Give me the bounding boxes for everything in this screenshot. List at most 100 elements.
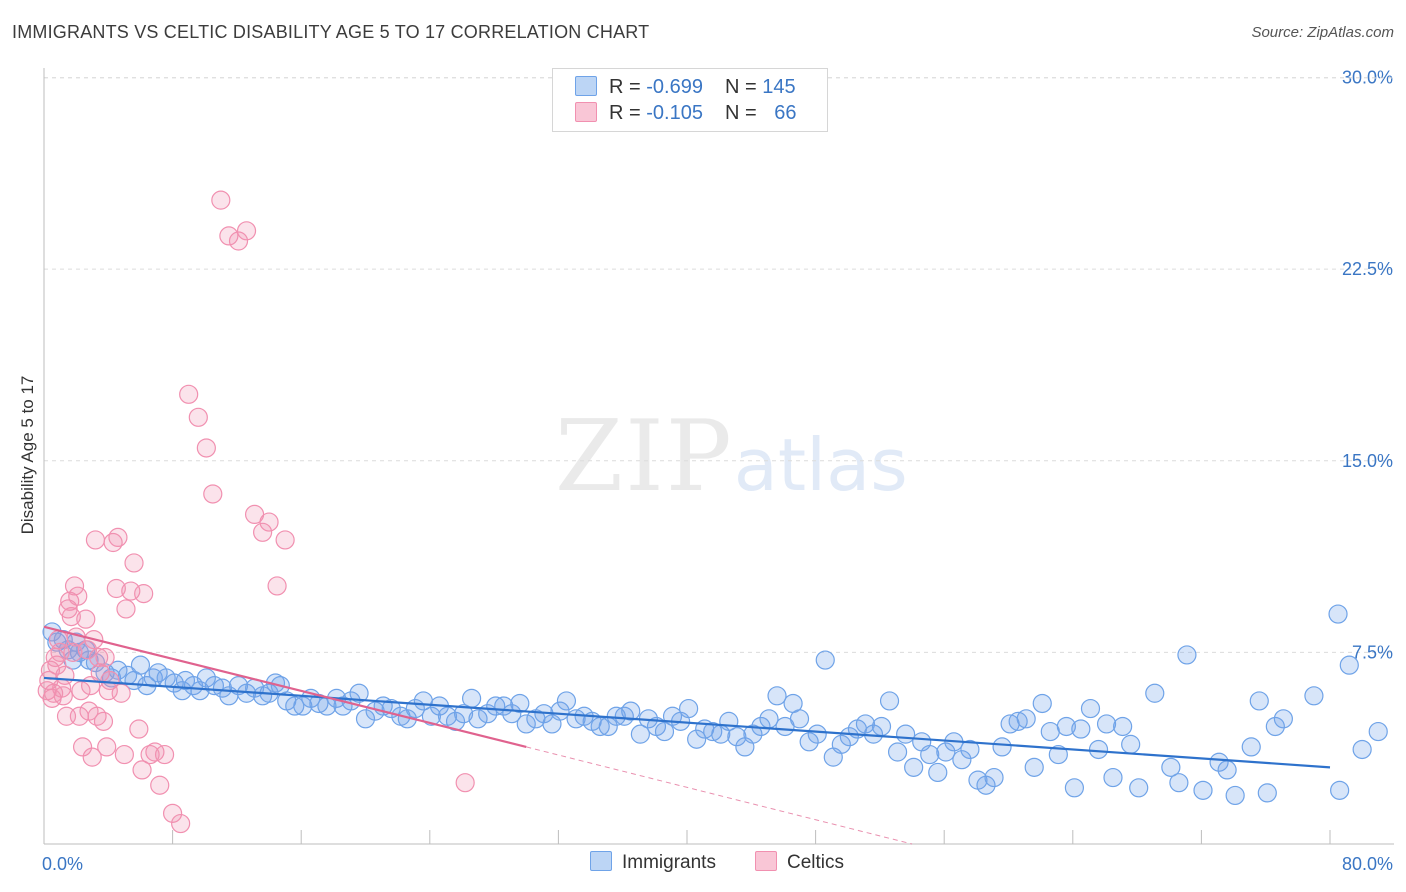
legend-item-immigrants: Immigrants: [590, 851, 716, 874]
r-value: -0.699: [646, 76, 703, 98]
r-label: R =: [609, 102, 647, 124]
immigrants-point: [855, 714, 876, 734]
immigrants-point: [461, 688, 482, 708]
celtics-point: [47, 655, 67, 675]
immigrants-point: [453, 704, 474, 724]
immigrants-point: [1121, 734, 1141, 754]
immigrants-point: [1113, 716, 1133, 737]
celtics-point: [55, 665, 75, 685]
n-label: N =: [724, 102, 763, 124]
immigrants-point: [1129, 778, 1149, 798]
celtics-point: [108, 527, 128, 548]
immigrants-point: [920, 744, 940, 765]
immigrants-point: [1103, 767, 1123, 788]
celtics-point: [129, 719, 149, 739]
immigrants-point: [621, 701, 641, 721]
immigrants-point: [976, 775, 996, 795]
celtics-point: [219, 226, 239, 246]
immigrants-point: [1304, 686, 1324, 706]
immigrants-point: [1217, 760, 1237, 780]
celtics-point: [163, 803, 183, 823]
celtics-point: [196, 438, 216, 458]
celtics-point: [455, 773, 475, 793]
celtics-point: [68, 586, 88, 606]
immigrants-point: [550, 701, 570, 721]
celtics-point: [53, 686, 73, 706]
immigrants-point: [687, 729, 707, 749]
immigrants-point: [516, 714, 536, 734]
immigrants-point: [1016, 709, 1036, 729]
immigrants-legend-label: Immigrants: [622, 852, 716, 873]
immigrants-point: [1330, 780, 1350, 800]
immigrants-point: [1257, 783, 1277, 803]
immigrants-point: [679, 698, 699, 719]
legend-row-immigrants: R = -0.699 N = 145: [575, 76, 796, 100]
immigrants-point: [871, 716, 892, 737]
immigrants-point: [1024, 757, 1044, 777]
celtics-point: [77, 640, 98, 660]
n-label: N =: [724, 76, 763, 98]
celtics-point: [275, 530, 295, 550]
celtics-point: [76, 609, 96, 629]
immigrants-point: [212, 678, 233, 698]
immigrants-point: [1056, 716, 1076, 737]
immigrants-point: [1328, 604, 1348, 624]
immigrants-point: [799, 732, 819, 752]
watermark-zip: ZIP: [555, 400, 734, 514]
celtics-point: [116, 599, 136, 619]
immigrants-point: [196, 668, 216, 688]
r-label: R =: [609, 76, 647, 98]
immigrants-point: [831, 734, 851, 754]
immigrants-point: [1273, 709, 1293, 729]
immigrants-point: [1040, 721, 1060, 742]
immigrants-point: [355, 709, 376, 729]
celtics-point: [171, 813, 191, 834]
celtics-point: [259, 512, 279, 532]
correlation-legend: R = -0.699 N = 145 R = -0.105 N = 66: [552, 68, 828, 132]
celtics-point: [82, 747, 102, 767]
immigrants-point: [1169, 773, 1189, 793]
celtics-swatch: [575, 102, 597, 122]
immigrants-point: [984, 767, 1004, 788]
celtics-point: [72, 737, 93, 757]
immigrants-point: [767, 686, 787, 706]
immigrants-point: [614, 706, 634, 726]
celtics-point: [71, 681, 91, 701]
immigrants-legend-swatch: [590, 851, 612, 871]
x-tick-label-min: 0.0%: [42, 854, 83, 874]
immigrants-point: [992, 737, 1012, 757]
immigrants-point: [1071, 719, 1091, 739]
celtics-point: [134, 584, 154, 604]
celtics-point: [95, 647, 115, 668]
immigrants-point: [727, 727, 747, 747]
x-tick-label-max: 80.0%: [1342, 854, 1393, 874]
source-label: Source: ZipAtlas.com: [1251, 24, 1394, 41]
celtics-point: [64, 576, 85, 596]
legend-row-celtics: R = -0.105 N = 66: [575, 102, 796, 126]
celtics-point: [93, 711, 114, 731]
immigrants-point: [928, 762, 948, 783]
celtics-point: [85, 530, 106, 550]
celtics-legend-label: Celtics: [787, 852, 845, 873]
immigrants-point: [468, 709, 488, 729]
celtics-point: [61, 607, 81, 627]
celtics-point: [106, 578, 126, 599]
immigrants-point: [293, 696, 313, 716]
celtics-trend-line: [43, 625, 527, 748]
immigrants-swatch: [575, 76, 597, 96]
immigrants-point: [1177, 645, 1197, 665]
immigrants-point: [1225, 785, 1245, 806]
immigrants-point: [1368, 721, 1388, 742]
celtics-point: [100, 670, 120, 691]
immigrants-point: [743, 724, 763, 744]
immigrants-point: [1096, 714, 1117, 734]
celtics-point: [63, 642, 83, 662]
y-axis-label: Disability Age 5 to 17: [18, 375, 37, 535]
immigrants-point: [1241, 737, 1261, 757]
immigrants-point: [421, 706, 442, 726]
watermark: ZIPatlas: [555, 400, 908, 514]
immigrants-point: [1145, 683, 1165, 703]
immigrants-point: [887, 742, 908, 762]
immigrants-point: [815, 650, 835, 670]
